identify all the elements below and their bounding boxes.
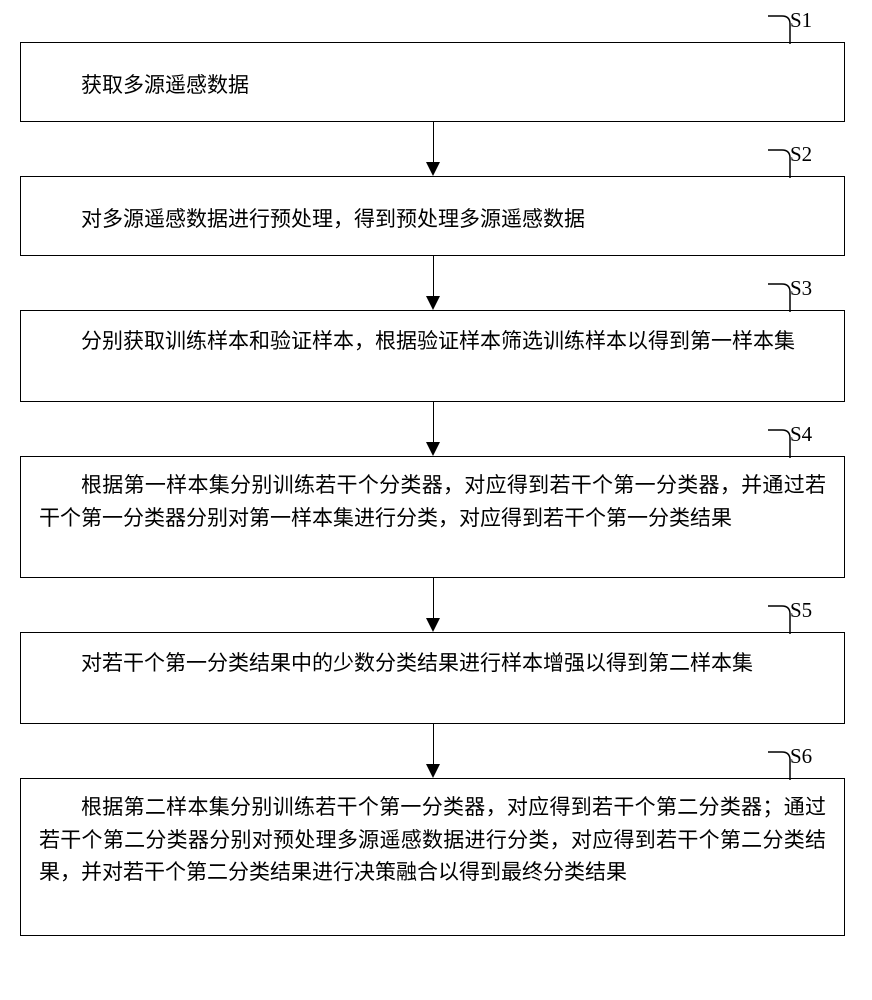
step-label-s4: S4: [790, 422, 812, 447]
step-box-s3: 分别获取训练样本和验证样本，根据验证样本筛选训练样本以得到第一样本集: [20, 310, 845, 402]
bracket-s4: [768, 428, 792, 463]
bracket-s3: [768, 282, 792, 317]
step-box-s6: 根据第二样本集分别训练若干个第一分类器，对应得到若干个第二分类器；通过若干个第二…: [20, 778, 845, 936]
arrow-head-1: [426, 162, 440, 176]
step-text-s6: 根据第二样本集分别训练若干个第一分类器，对应得到若干个第二分类器；通过若干个第二…: [21, 791, 844, 889]
step-label-s1: S1: [790, 8, 812, 33]
bracket-s2: [768, 148, 792, 183]
arrow-line-4: [433, 578, 434, 618]
arrow-head-2: [426, 296, 440, 310]
step-text-s3: 分别获取训练样本和验证样本，根据验证样本筛选训练样本以得到第一样本集: [21, 325, 844, 358]
arrow-line-3: [433, 402, 434, 442]
step-label-s2: S2: [790, 142, 812, 167]
arrow-head-3: [426, 442, 440, 456]
step-box-s1: 获取多源遥感数据: [20, 42, 845, 122]
step-text-s1: 获取多源遥感数据: [21, 69, 844, 102]
step-box-s5: 对若干个第一分类结果中的少数分类结果进行样本增强以得到第二样本集: [20, 632, 845, 724]
step-label-s3: S3: [790, 276, 812, 301]
step-box-s2: 对多源遥感数据进行预处理，得到预处理多源遥感数据: [20, 176, 845, 256]
bracket-s1: [768, 14, 792, 49]
flowchart-container: 获取多源遥感数据 S1 对多源遥感数据进行预处理，得到预处理多源遥感数据 S2 分别获取…: [0, 0, 872, 1000]
step-box-s4: 根据第一样本集分别训练若干个分类器，对应得到若干个第一分类器，并通过若干个第一分…: [20, 456, 845, 578]
step-text-s4: 根据第一样本集分别训练若干个分类器，对应得到若干个第一分类器，并通过若干个第一分…: [21, 469, 844, 534]
bracket-s6: [768, 750, 792, 785]
arrow-head-4: [426, 618, 440, 632]
step-label-s6: S6: [790, 744, 812, 769]
step-label-s5: S5: [790, 598, 812, 623]
arrow-line-5: [433, 724, 434, 764]
arrow-head-5: [426, 764, 440, 778]
arrow-line-2: [433, 256, 434, 296]
arrow-line-1: [433, 122, 434, 162]
step-text-s2: 对多源遥感数据进行预处理，得到预处理多源遥感数据: [21, 203, 844, 236]
bracket-s5: [768, 604, 792, 639]
step-text-s5: 对若干个第一分类结果中的少数分类结果进行样本增强以得到第二样本集: [21, 647, 844, 680]
